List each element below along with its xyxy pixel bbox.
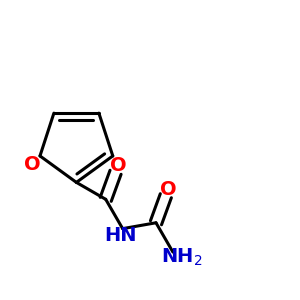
Text: NH$_2$: NH$_2$ [161, 247, 203, 268]
Text: O: O [24, 155, 41, 174]
Text: O: O [160, 180, 176, 199]
Text: O: O [110, 156, 126, 175]
Text: HN: HN [104, 226, 136, 244]
